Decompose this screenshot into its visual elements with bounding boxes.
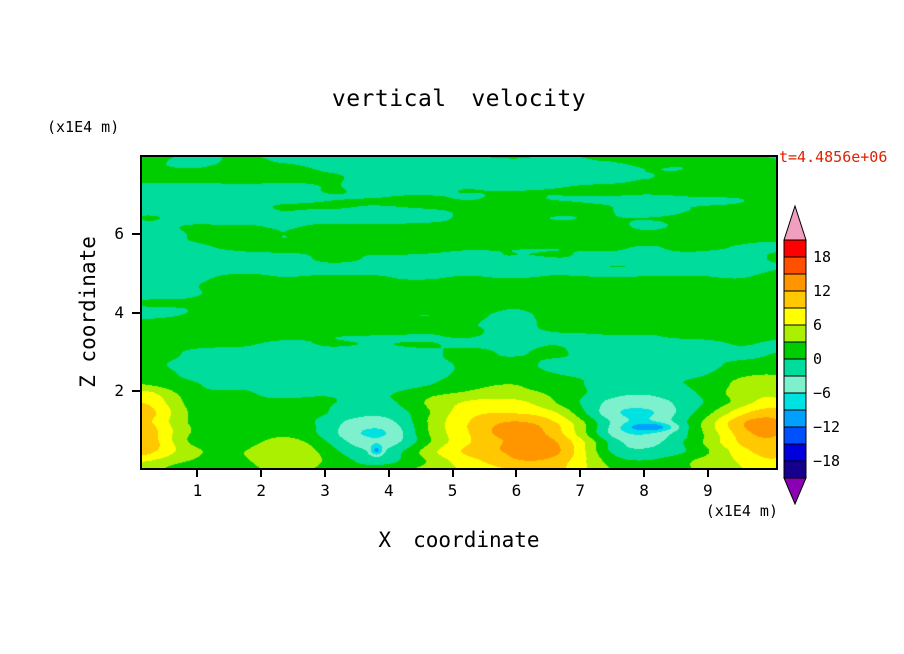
colorbar-segment [783,290,807,309]
x-tick-mark [324,470,327,477]
x-tick-mark [706,470,709,477]
x-axis-title: X coordinate [378,528,540,552]
x-tick-label: 4 [383,481,394,500]
colorbar-segment [783,375,807,394]
y-tick-mark [132,311,140,314]
x-tick-label: 2 [256,481,267,500]
colorbar-label: −6 [813,384,832,402]
x-tick-mark [196,470,199,477]
x-tick-label: 7 [575,481,586,500]
y-tick-mark [132,232,140,235]
colorbar-segment [783,426,807,445]
x-tick-mark [260,470,263,477]
colorbar-label: 0 [813,350,823,368]
colorbar [783,205,807,505]
colorbar-bottom-arrow [783,477,807,505]
colorbar-segment [783,256,807,275]
contour-field-canvas [142,157,776,468]
colorbar-segment [783,324,807,343]
colorbar-segment [783,307,807,326]
y-axis-unit-label: (x1E4 m) [47,118,120,136]
colorbar-segment [783,273,807,292]
colorbar-label: −18 [813,452,841,470]
plot-area [140,155,778,470]
x-tick-mark [643,470,646,477]
x-axis-unit-label: (x1E4 m) [705,502,778,520]
x-tick-label: 3 [320,481,330,500]
colorbar-label: 6 [813,316,823,334]
y-tick-label: 2 [114,381,124,401]
colorbar-label: 12 [813,282,832,300]
colorbar-segment [783,239,807,258]
colorbar-segment [783,358,807,377]
y-tick-mark [132,390,140,393]
colorbar-segment [783,409,807,428]
colorbar-segment [783,443,807,462]
x-tick-mark [451,470,454,477]
colorbar-segment [783,460,807,479]
y-tick-label: 6 [114,223,124,243]
colorbar-segment [783,341,807,360]
colorbar-top-arrow [783,205,807,241]
colorbar-label: −12 [813,418,841,436]
x-tick-label: 1 [192,481,203,500]
colorbar-segment [783,392,807,411]
x-tick-mark [515,470,518,477]
x-tick-label: 5 [447,481,458,500]
x-tick-label: 6 [511,481,522,500]
y-tick-label: 4 [114,302,124,322]
x-tick-label: 8 [639,481,649,500]
colorbar-label: 18 [813,248,832,266]
x-tick-mark [387,470,390,477]
x-tick-label: 9 [702,481,713,500]
time-annotation: t=4.4856e+06 [779,148,888,166]
x-tick-mark [579,470,582,477]
plot-title: vertical velocity [331,86,587,112]
